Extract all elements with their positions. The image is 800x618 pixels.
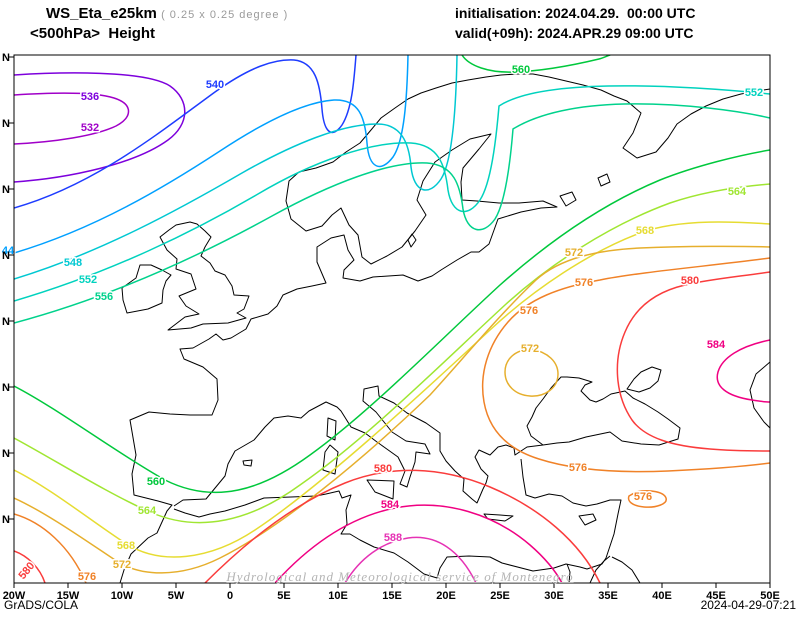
contour-labels-536: 536 [79, 89, 100, 104]
y-tick-label: N [2, 514, 10, 526]
header-left: WS_Eta_e25km ( 0.25 x 0.25 degree ) <500… [30, 5, 288, 42]
x-tick-label: 20E [436, 590, 456, 602]
contour-544 [14, 55, 409, 254]
contour-536 [14, 72, 186, 183]
x-tick-label: 40E [652, 590, 672, 602]
x-tick-label: 35E [598, 590, 618, 602]
x-tick-label: 50E [760, 590, 780, 602]
contour-580 [14, 271, 770, 583]
svg-text:576: 576 [520, 305, 538, 317]
y-tick-label: N [2, 250, 10, 262]
contour-labels-580: 580 580 580 [15, 273, 701, 583]
contour-588 [344, 536, 477, 583]
header-right: initialisation: 2024.04.29. 00:00 UTC va… [455, 5, 695, 45]
map-inner [14, 55, 770, 583]
svg-text:552: 552 [745, 87, 763, 99]
contour-labels-548: 548 [62, 255, 83, 270]
x-tick-label: 5W [168, 590, 185, 602]
init-time: initialisation: 2024.04.29. 00:00 UTC [455, 5, 696, 21]
svg-text:568: 568 [117, 540, 135, 552]
y-tick-label: N [2, 52, 10, 64]
y-tick-label: N [2, 316, 10, 328]
svg-text:552: 552 [79, 274, 97, 286]
contour-560 [14, 55, 770, 494]
svg-text:580: 580 [374, 463, 392, 475]
svg-text:564: 564 [138, 505, 157, 517]
svg-text:576: 576 [575, 277, 593, 289]
contour-labels-560: 560 560 [145, 62, 531, 489]
svg-text:572: 572 [565, 247, 583, 259]
contour-572 [14, 245, 770, 574]
svg-text:556: 556 [95, 291, 113, 303]
contour-labels-572: 572 572 572 [111, 245, 584, 572]
model-name: WS_Eta_e25km [46, 5, 157, 22]
x-tick-label: 5E [277, 590, 290, 602]
contour-labels-576: 576 576 576 576 576 [76, 275, 653, 584]
x-tick-label: 15E [382, 590, 402, 602]
svg-text:568: 568 [636, 225, 654, 237]
svg-text:584: 584 [381, 499, 400, 511]
x-tick-label: 20W [3, 590, 26, 602]
x-tick-label: 15W [57, 590, 80, 602]
y-axis: N N N N N N N N [2, 52, 14, 526]
x-tick-label: 10E [328, 590, 348, 602]
contour-568 [14, 221, 770, 558]
svg-text:536: 536 [81, 91, 99, 103]
y-tick-label: N [2, 118, 10, 130]
svg-text:572: 572 [521, 343, 539, 355]
svg-text:584: 584 [707, 339, 726, 351]
contour-552 [14, 85, 770, 302]
svg-text:580: 580 [681, 275, 699, 287]
x-tick-label: 10W [111, 590, 134, 602]
contour-labels-552: 552 552 [77, 85, 764, 287]
x-tick-label: 30E [544, 590, 564, 602]
svg-text:560: 560 [147, 476, 165, 488]
svg-text:540: 540 [206, 79, 224, 91]
x-axis: 20W 15W 10W 5W 0 5E 10E 15E 20E 25E 30E 35E 40E 45E 50… [3, 583, 780, 602]
contour-532 [14, 92, 130, 145]
field-title: <500hPa> Height [30, 25, 156, 42]
contour-labels-584: 584 584 [379, 337, 727, 512]
contour-540 [14, 55, 357, 209]
contour-564 [14, 183, 770, 524]
grads-credit: GrADS/COLA [4, 598, 79, 612]
contour-labels-568: 568 568 [115, 223, 655, 553]
contour-labels-532: 532 [79, 120, 100, 135]
svg-text:580: 580 [16, 560, 37, 582]
contour-548 [14, 55, 458, 280]
contour-labels-540: 540 [204, 77, 225, 92]
model-resolution: ( 0.25 x 0.25 degree ) [161, 9, 289, 21]
x-tick-label: 0 [227, 590, 233, 602]
svg-text:576: 576 [569, 462, 587, 474]
y-tick-label: N [2, 448, 10, 460]
svg-text:572: 572 [113, 559, 131, 571]
contour-576 [14, 257, 770, 583]
contour-556 [14, 103, 770, 324]
y-tick-label: N [2, 382, 10, 394]
y-tick-label: N [2, 184, 10, 196]
svg-text:576: 576 [78, 571, 96, 583]
svg-text:532: 532 [81, 122, 99, 134]
contour-labels-588: 588 [382, 530, 403, 545]
valid-time: valid(+09h): 2024.APR.29 09:00 UTC [455, 25, 694, 41]
svg-text:564: 564 [728, 186, 747, 198]
contour-labels-564: 564 564 [136, 184, 748, 518]
svg-text:560: 560 [512, 64, 530, 76]
x-tick-label: 45E [706, 590, 726, 602]
contour-labels-556: 556 [93, 289, 114, 304]
svg-text:576: 576 [634, 491, 652, 503]
svg-text:548: 548 [64, 257, 82, 269]
svg-text:588: 588 [384, 532, 402, 544]
creation-timestamp: 2024-04-29-07:21 [700, 598, 796, 612]
x-tick-label: 25E [490, 590, 510, 602]
contour-584 [274, 339, 770, 583]
